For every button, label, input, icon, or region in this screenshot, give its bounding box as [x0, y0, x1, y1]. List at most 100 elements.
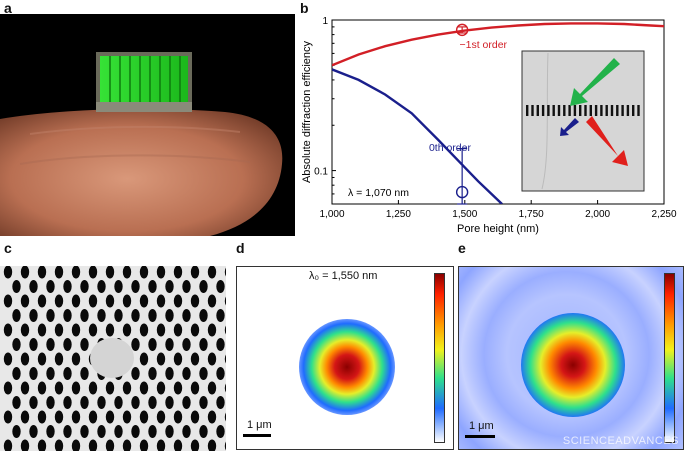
sem-hole: [182, 396, 191, 409]
sem-hole: [156, 266, 166, 279]
grating-line: [621, 105, 624, 116]
sem-hole: [173, 410, 183, 424]
grating-line: [594, 105, 598, 116]
sem-hole: [190, 381, 200, 395]
sem-hole: [165, 309, 174, 322]
sem-hole: [54, 410, 64, 424]
series-line-0th-order: [332, 68, 503, 204]
sem-hole: [29, 367, 38, 380]
panel-letter-c: c: [4, 240, 12, 256]
sem-hole: [80, 338, 89, 351]
sem-hole: [3, 352, 13, 366]
grating-line: [536, 105, 539, 116]
sem-hole: [63, 338, 72, 351]
grating-line: [632, 105, 635, 116]
sem-hole: [3, 294, 13, 308]
sem-hole: [224, 383, 226, 393]
fingertip: [0, 108, 283, 236]
sem-hole: [29, 338, 38, 351]
sem-hole: [46, 425, 55, 438]
grating-line: [573, 105, 577, 116]
sem-hole: [156, 439, 166, 451]
sem-hole: [165, 367, 174, 380]
sem-hole: [105, 266, 115, 279]
scalebar-d-label: 1 μm: [247, 419, 272, 431]
sem-hole: [216, 280, 225, 293]
sem-hole: [122, 323, 132, 337]
sem-hole: [190, 439, 200, 451]
sem-hole: [54, 439, 64, 451]
sem-hole: [165, 425, 174, 438]
panel-letter-d: d: [236, 240, 245, 256]
sem-hole: [190, 352, 200, 366]
sem-hole: [29, 309, 38, 322]
scalebar-e: [465, 435, 495, 438]
sem-hole: [139, 266, 149, 279]
grating-line: [605, 105, 608, 116]
sem-hole: [80, 309, 89, 322]
panel-c-sem: [0, 266, 226, 451]
sem-hole: [46, 396, 55, 409]
sem-hole: [207, 352, 217, 366]
sem-hole: [88, 294, 98, 308]
sem-hole: [173, 381, 183, 395]
sem-hole: [114, 280, 123, 293]
sem-hole: [216, 338, 225, 351]
sem-hole: [37, 381, 47, 395]
sem-hole: [80, 367, 89, 380]
grating-line: [626, 105, 630, 116]
sem-hole: [80, 396, 89, 409]
sem-hole: [190, 323, 200, 337]
panel-letter-e: e: [458, 240, 466, 256]
sem-hole: [173, 294, 183, 308]
panel-e-measurement: 1 μm SCIENCEADVANCES: [458, 266, 684, 450]
sem-hole: [54, 266, 64, 279]
sem-hole: [37, 410, 47, 424]
sem-hole: [12, 396, 21, 409]
sem-hole: [88, 410, 98, 424]
sem-hole: [54, 323, 64, 337]
sem-hole: [122, 439, 132, 451]
credit-watermark: SCIENCEADVANCES: [562, 435, 679, 447]
sem-hole: [224, 267, 226, 277]
sem-hole: [199, 309, 208, 322]
sem-hole: [156, 294, 166, 308]
sem-hole: [3, 266, 13, 279]
sem-hole: [3, 410, 13, 424]
sem-hole: [46, 367, 55, 380]
sem-hole: [182, 280, 191, 293]
wavelength-label: λ₀ = 1,550 nm: [309, 270, 378, 282]
y-axis-label: Absolute diffraction efficiency: [301, 40, 313, 183]
sem-hole: [105, 381, 115, 395]
x-axis-label: Pore height (nm): [457, 223, 539, 235]
sem-hole: [148, 309, 157, 322]
sem-hole: [37, 352, 47, 366]
sem-hole: [105, 410, 115, 424]
sem-hole: [71, 323, 81, 337]
sem-hole: [173, 352, 183, 366]
sem-hole: [80, 425, 89, 438]
scalebar-e-label: 1 μm: [469, 420, 494, 432]
sem-hole: [173, 439, 183, 451]
sem-hole: [131, 396, 140, 409]
sem-hole: [12, 425, 21, 438]
sem-hole: [105, 294, 115, 308]
x-tick-label: 2,000: [585, 209, 610, 220]
sem-hole: [173, 323, 183, 337]
sem-hole: [224, 354, 226, 364]
grating-line: [531, 105, 534, 116]
sem-hole: [122, 294, 132, 308]
sem-hole: [97, 280, 106, 293]
wavelength-annotation: λ = 1,070 nm: [348, 187, 409, 199]
sem-hole: [80, 280, 89, 293]
sem-hole: [20, 323, 30, 337]
sem-hole: [114, 309, 123, 322]
grating-line: [547, 105, 550, 116]
sem-hole: [207, 381, 217, 395]
diffracted-arrow-red: [586, 116, 628, 166]
sem-hole: [63, 367, 72, 380]
sem-hole: [20, 381, 30, 395]
sem-hole: [224, 325, 226, 335]
colorbar-e: [664, 273, 675, 443]
sem-hole: [199, 425, 208, 438]
